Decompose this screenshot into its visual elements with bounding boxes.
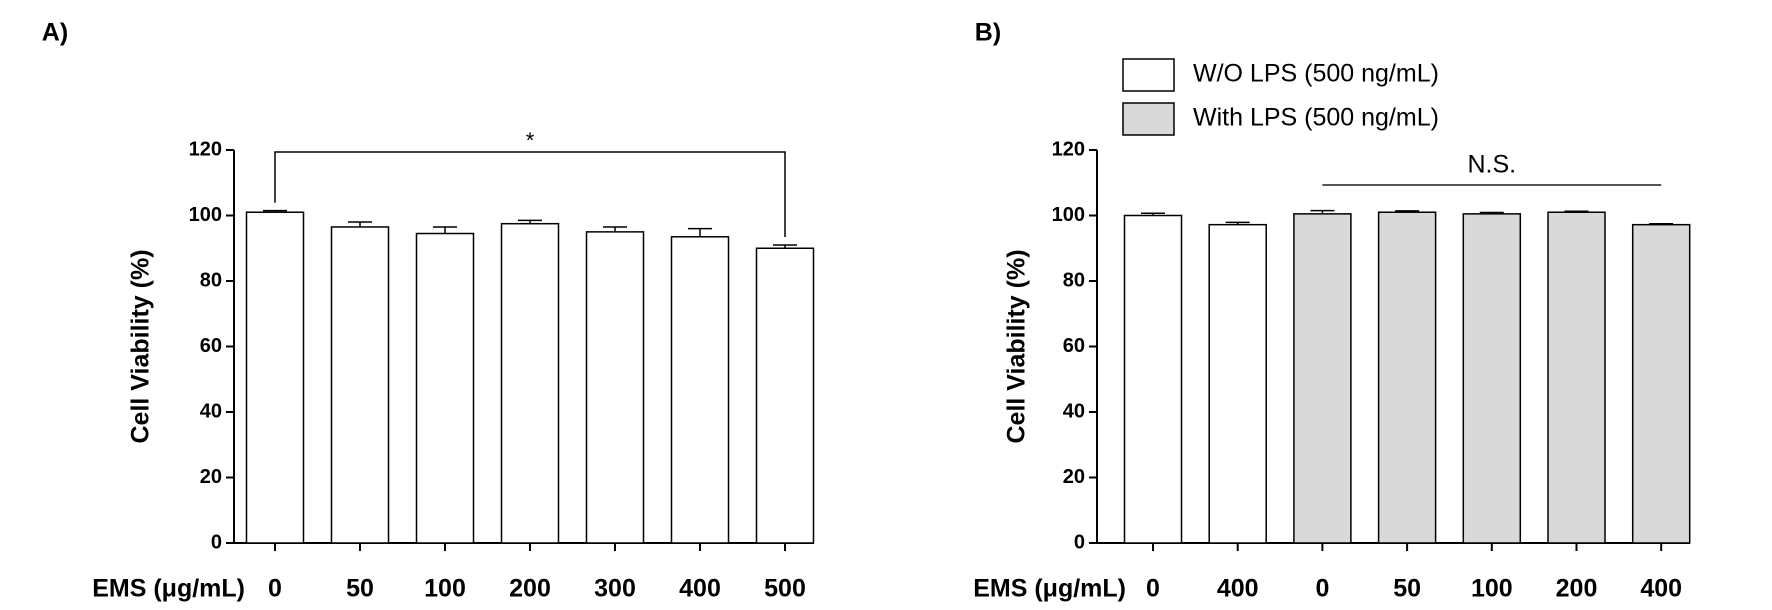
x-tick-label: 100 bbox=[1471, 575, 1513, 603]
bar bbox=[415, 232, 475, 544]
panel-label: A) bbox=[42, 19, 68, 47]
x-axis-label: EMS (μg/mL) bbox=[92, 575, 245, 603]
bar bbox=[245, 211, 305, 544]
bar bbox=[1208, 223, 1267, 544]
y-tick-label: 0 bbox=[1074, 531, 1085, 553]
x-tick-label: 500 bbox=[764, 575, 806, 603]
legend-label: With LPS (500 ng/mL) bbox=[1193, 104, 1439, 132]
bar bbox=[585, 231, 645, 544]
x-tick-label: 200 bbox=[1556, 575, 1598, 603]
bar bbox=[330, 226, 390, 544]
x-tick-label: 50 bbox=[1393, 575, 1421, 603]
bar bbox=[1377, 211, 1437, 544]
panel-label: B) bbox=[975, 19, 1001, 47]
significance-label: * bbox=[526, 128, 535, 153]
y-tick-label: 60 bbox=[200, 335, 222, 357]
x-tick-label: 400 bbox=[1640, 575, 1682, 603]
significance-bracket bbox=[274, 151, 786, 237]
x-axis-label: EMS (μg/mL) bbox=[973, 575, 1126, 603]
bar bbox=[1547, 211, 1606, 544]
x-tick-label: 0 bbox=[268, 575, 282, 603]
bar bbox=[670, 236, 730, 544]
y-tick-label: 100 bbox=[1052, 204, 1085, 226]
y-tick-label: 80 bbox=[200, 269, 222, 291]
y-tick-label: 40 bbox=[1063, 400, 1085, 422]
y-tick-label: 20 bbox=[1063, 466, 1085, 488]
x-tick-label: 300 bbox=[594, 575, 636, 603]
bar bbox=[755, 247, 815, 544]
bar bbox=[500, 222, 560, 544]
y-tick-label: 0 bbox=[211, 531, 222, 553]
significance-label: N.S. bbox=[1467, 151, 1516, 179]
legend-swatch bbox=[1122, 102, 1175, 136]
x-tick-label: 200 bbox=[509, 575, 551, 603]
bar bbox=[1293, 213, 1352, 544]
y-tick-label: 100 bbox=[189, 204, 222, 226]
y-axis-label: Cell Viability (%) bbox=[1003, 249, 1031, 443]
x-tick-label: 400 bbox=[1217, 575, 1259, 603]
y-tick-label: 40 bbox=[200, 400, 222, 422]
legend-label: W/O LPS (500 ng/mL) bbox=[1193, 60, 1439, 88]
x-tick-label: 50 bbox=[346, 575, 374, 603]
bar bbox=[1123, 214, 1183, 544]
y-tick-label: 120 bbox=[1052, 138, 1085, 160]
x-tick-label: 0 bbox=[1146, 575, 1160, 603]
y-axis-label: Cell Viability (%) bbox=[127, 249, 155, 443]
x-tick-label: 400 bbox=[679, 575, 721, 603]
x-tick-label: 100 bbox=[424, 575, 466, 603]
bar bbox=[1462, 213, 1522, 544]
bar bbox=[1631, 223, 1691, 544]
legend-swatch bbox=[1122, 58, 1175, 92]
x-tick-label: 0 bbox=[1315, 575, 1329, 603]
y-tick-label: 80 bbox=[1063, 269, 1085, 291]
y-tick-label: 60 bbox=[1063, 335, 1085, 357]
y-tick-label: 20 bbox=[200, 466, 222, 488]
y-tick-label: 120 bbox=[189, 138, 222, 160]
